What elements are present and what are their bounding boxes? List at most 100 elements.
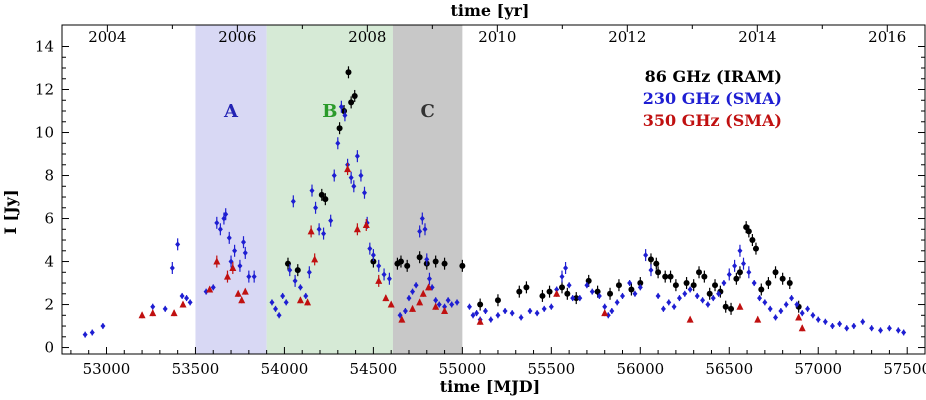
axis-ticks: 53000 53500 54000 54500 55000 55500 56000 56500… xyxy=(35,25,926,378)
y-tick-label: 8 xyxy=(44,167,54,185)
data-point xyxy=(432,302,440,310)
data-point xyxy=(413,282,419,289)
data-point xyxy=(341,108,348,115)
region-label-b: B xyxy=(322,101,337,122)
data-point xyxy=(837,320,843,327)
data-point xyxy=(726,271,732,278)
data-point xyxy=(783,301,789,308)
data-point xyxy=(432,258,439,265)
data-point xyxy=(311,255,319,263)
data-point xyxy=(361,189,367,196)
data-point xyxy=(223,211,229,218)
data-point xyxy=(815,316,821,323)
data-point xyxy=(736,302,744,310)
data-point xyxy=(795,313,803,321)
data-point xyxy=(518,314,524,321)
data-point xyxy=(426,275,432,282)
data-point xyxy=(589,288,595,295)
data-point xyxy=(370,252,376,259)
data-point xyxy=(733,275,740,282)
data-point xyxy=(745,228,752,235)
data-point xyxy=(829,323,835,330)
data-point xyxy=(416,254,423,261)
data-point xyxy=(246,273,252,280)
data-point xyxy=(721,280,727,287)
data-point xyxy=(671,303,677,310)
region-b xyxy=(266,25,393,354)
data-point xyxy=(509,310,515,317)
data-point xyxy=(672,282,679,289)
data-point xyxy=(628,286,635,293)
data-point xyxy=(309,187,315,194)
region-label-c: C xyxy=(420,101,434,122)
data-point xyxy=(290,198,296,205)
data-point xyxy=(82,331,88,338)
data-point xyxy=(686,315,694,323)
data-point xyxy=(466,303,472,310)
data-point xyxy=(345,69,352,76)
data-point xyxy=(100,323,106,330)
data-point xyxy=(187,299,193,306)
top-tick-label: 2008 xyxy=(348,28,386,46)
data-point xyxy=(381,271,387,278)
axis-frame xyxy=(61,24,926,355)
data-point xyxy=(700,297,706,304)
data-point xyxy=(348,99,355,106)
data-point xyxy=(773,314,779,321)
data-point xyxy=(234,289,242,297)
data-point xyxy=(353,225,361,233)
data-point xyxy=(712,282,719,289)
legend-entry: 230 GHz (SMA) xyxy=(643,89,782,108)
data-point xyxy=(502,307,508,314)
y-tick-label: 12 xyxy=(35,81,54,99)
data-point xyxy=(666,299,672,306)
data-point xyxy=(292,277,298,284)
data-point xyxy=(805,305,811,312)
region-label-a: A xyxy=(223,101,239,122)
data-point xyxy=(382,294,390,302)
data-point xyxy=(741,260,747,267)
data-point xyxy=(276,312,282,319)
data-point xyxy=(336,125,343,132)
data-point xyxy=(772,269,779,276)
data-point xyxy=(362,220,370,228)
data-point xyxy=(687,286,693,293)
data-point xyxy=(655,292,661,299)
data-point xyxy=(322,196,329,203)
data-point xyxy=(573,295,580,302)
data-point xyxy=(683,280,690,287)
data-point xyxy=(474,310,480,317)
data-point xyxy=(318,191,325,198)
region-labels: A B C xyxy=(223,101,435,122)
data-point xyxy=(398,315,406,323)
data-point xyxy=(655,269,662,276)
data-point xyxy=(404,262,411,269)
y-tick-label: 6 xyxy=(44,210,54,228)
data-point xyxy=(296,296,304,304)
data-point xyxy=(554,286,560,293)
data-point xyxy=(229,263,237,271)
data-point xyxy=(539,292,546,299)
data-point xyxy=(614,299,620,306)
data-point xyxy=(762,299,768,306)
data-point xyxy=(170,309,178,317)
data-point xyxy=(682,290,688,297)
data-point xyxy=(794,301,800,308)
data-point xyxy=(89,329,95,336)
x-tick-label: 53000 xyxy=(83,360,131,378)
top-tick-label: 2014 xyxy=(738,28,776,46)
data-point xyxy=(280,292,286,299)
data-point xyxy=(754,315,762,323)
data-point xyxy=(516,288,523,295)
data-points xyxy=(82,66,907,338)
data-point xyxy=(476,317,484,325)
data-point xyxy=(620,292,626,299)
data-point xyxy=(304,298,312,306)
data-point xyxy=(767,305,773,312)
data-point xyxy=(335,140,341,147)
data-point xyxy=(210,284,216,291)
data-point xyxy=(241,287,249,295)
x-tick-label: 53500 xyxy=(172,360,220,378)
series-0 xyxy=(284,66,802,315)
data-point xyxy=(822,318,828,325)
